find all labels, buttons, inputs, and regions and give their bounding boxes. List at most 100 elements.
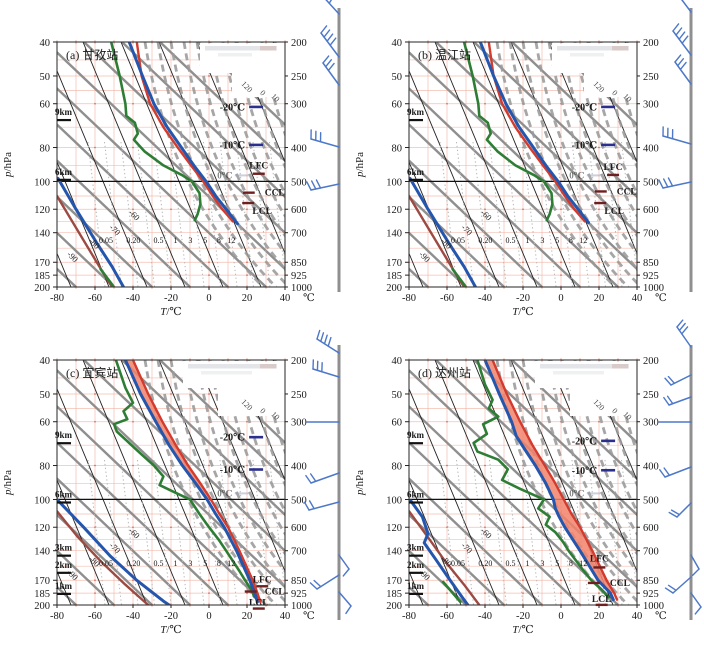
- chart-paper: [57, 42, 285, 287]
- left-axis-tick: 170: [34, 258, 50, 269]
- height-mark: 6km: [407, 490, 425, 500]
- bottom-axis-tick: 0: [206, 611, 211, 622]
- red-curve: [491, 360, 619, 601]
- sounding-chart-a: 4050608010012014017018520020025030040050…: [2, 0, 341, 318]
- right-axis-tick: 925: [643, 271, 659, 282]
- bottom-axis-tick: 0: [558, 611, 563, 622]
- left-axis-tick: 40: [392, 356, 403, 367]
- erased-legend-patch: [552, 43, 637, 73]
- erased-legend-patch: [570, 388, 637, 416]
- bottom-axis-tick: 40: [632, 293, 643, 304]
- right-axis-tick: 600: [643, 523, 659, 534]
- mixing-ratio-label: 0.05: [451, 559, 465, 568]
- mixing-ratio-label: 0.05: [99, 236, 113, 245]
- chart-paper: [57, 360, 285, 605]
- right-axis-tick: 600: [291, 523, 307, 534]
- right-axis-tick: 500: [291, 495, 307, 506]
- station-label: (d) 达州站: [418, 366, 471, 380]
- faint-zero-label: 0℃: [569, 170, 585, 180]
- red-curve: [131, 360, 262, 604]
- mixing-ratio-label: 3: [540, 236, 544, 245]
- bottom-axis-tick: -20: [164, 293, 178, 304]
- bottom-axis-tick: 20: [242, 611, 253, 622]
- right-axis-tick: 400: [291, 461, 307, 472]
- mixing-ratio-label: 5: [203, 559, 207, 568]
- panel-sounding-a: 40 50 60 80 100 120 140 170 185 200 200 250 300 400 50…: [0, 0, 352, 327]
- y-axis-title: p/hPa: [2, 152, 14, 178]
- left-axis-tick: 100: [386, 495, 402, 506]
- level-mark-lfc: LFC: [604, 163, 623, 173]
- level-mark-ccl: CCL: [265, 588, 285, 598]
- bottom-axis-tick: -40: [126, 611, 140, 622]
- station-label: (c) 宜宾站: [66, 365, 118, 380]
- level-mark-lcl: LCL: [592, 595, 612, 605]
- mixing-ratio-label: 1: [526, 559, 530, 568]
- left-axis-tick: 100: [34, 495, 50, 506]
- wind-barb: [681, 0, 692, 13]
- right-axis-tick: 250: [291, 390, 307, 401]
- mixing-ratio-label: 8: [569, 559, 573, 568]
- mixing-ratio-label: 5: [203, 236, 207, 245]
- upper-red-curve: [409, 509, 481, 605]
- chart-paper: [409, 42, 637, 287]
- right-axis-tick: 1000: [643, 601, 664, 612]
- cape-shaded-area: [125, 360, 211, 500]
- right-axis-tick: 500: [643, 495, 659, 506]
- left-axis-tick: 140: [34, 229, 50, 240]
- bottom-axis-tick: 40: [280, 293, 291, 304]
- right-axis-tick: 1000: [291, 601, 312, 612]
- bottom-axis-tick: -40: [126, 293, 140, 304]
- mixing-ratio-label: 5: [555, 559, 559, 568]
- left-axis-tick: 60: [40, 418, 51, 429]
- right-axis-tick: 500: [643, 177, 659, 188]
- right-axis-tick: 200: [643, 356, 659, 367]
- erased-legend-patch: [584, 73, 637, 97]
- right-axis-tick: 500: [291, 177, 307, 188]
- sounding-chart-b: 4050608010012014017018520020025030040050…: [354, 0, 693, 318]
- upper-green-curve: [99, 267, 116, 287]
- right-axis-tick: 300: [291, 100, 307, 111]
- right-axis-tick: 250: [643, 72, 659, 83]
- left-axis-tick: 50: [392, 72, 403, 83]
- upper-blue-curve: [57, 176, 125, 287]
- left-axis-tick: 80: [392, 461, 403, 472]
- right-axis-tick: 700: [643, 547, 659, 558]
- left-axis-tick: 80: [40, 143, 51, 154]
- y-axis-title: p/hPa: [2, 470, 14, 496]
- erased-legend-patch: [218, 388, 285, 416]
- bottom-axis-tick: -80: [402, 293, 416, 304]
- red-curve: [135, 42, 235, 223]
- height-mark: 2km: [55, 560, 73, 570]
- mixing-ratio-label: 0.5: [153, 559, 163, 568]
- blue-curve: [483, 360, 615, 602]
- right-axis-tick: 400: [643, 143, 659, 154]
- bottom-axis-tick: 20: [594, 611, 605, 622]
- left-axis-tick: 120: [386, 205, 402, 216]
- blue-curve: [123, 360, 259, 604]
- height-mark: 1km: [407, 581, 425, 591]
- bottom-axis-tick: 20: [242, 293, 253, 304]
- left-axis-tick: 100: [386, 177, 402, 188]
- panel-sounding-d: 40 50 60 80 100 120 140 170 185 200 200 250 300 400 50…: [352, 319, 704, 654]
- gray-line-label: -60: [479, 526, 494, 541]
- sounding-chart-d: 4050608010012014017018520020025030040050…: [354, 319, 702, 636]
- bottom-axis-tick: -40: [478, 611, 492, 622]
- chart-paper: [409, 360, 637, 605]
- blue-curve: [478, 42, 590, 225]
- bottom-axis-tick: -40: [478, 293, 492, 304]
- bottom-axis-tick: 20: [594, 293, 605, 304]
- right-axis-tick: 250: [643, 390, 659, 401]
- left-axis-tick: 200: [34, 601, 50, 612]
- upper-blue-curve: [409, 499, 470, 605]
- right-axis-tick: 600: [291, 205, 307, 216]
- level-mark-ccl: CCL: [610, 579, 630, 589]
- right-axis-tick: 700: [643, 229, 659, 240]
- wind-barb-column: [306, 0, 341, 292]
- mixing-ratio-label: 0.05: [451, 236, 465, 245]
- wind-barb: [338, 591, 352, 607]
- left-axis-tick: 170: [386, 258, 402, 269]
- faint-zero-label: 0℃: [217, 488, 233, 498]
- right-axis-tick: 400: [643, 461, 659, 472]
- green-curve: [462, 42, 554, 222]
